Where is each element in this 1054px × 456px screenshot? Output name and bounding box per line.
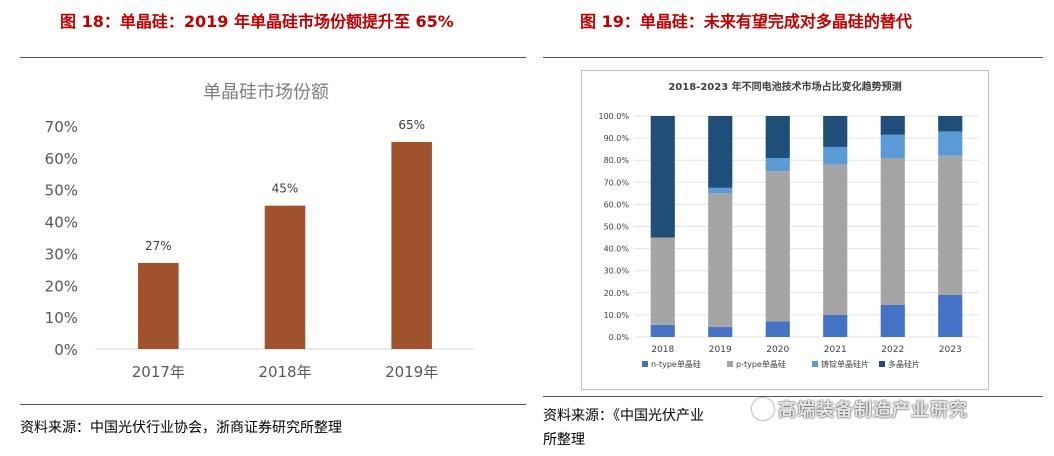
chart2-legend-label: 多晶硅片 xyxy=(888,359,920,369)
chart2-x-tick-label: 2019 xyxy=(709,345,732,355)
figure-19-title: 图 19：单晶硅：未来有望完成对多晶硅的替代 xyxy=(580,12,912,31)
chart2-x-tick-label: 2023 xyxy=(939,345,962,355)
chart1-bar xyxy=(264,205,306,349)
right-source-line-1: 资料来源：《中国光伏产业 xyxy=(543,408,704,424)
chart2-legend-swatch xyxy=(879,361,885,367)
chart1-y-tick-label: 0% xyxy=(54,341,78,359)
chart1-y-tick-label: 40% xyxy=(45,214,78,232)
chart2-x-tick-label: 2022 xyxy=(881,345,904,355)
chart2-bar-segment xyxy=(765,157,790,172)
technology-share-chart: 2018-2023 年不同电池技术市场占比变化趋势预测 0.0% 10.0% 20.0… xyxy=(598,80,979,369)
chart1-y-tick-label: 60% xyxy=(45,150,78,168)
chart2-bar-segment xyxy=(823,116,848,147)
chart1-data-label: 45% xyxy=(272,182,299,196)
chart2-bar-segment xyxy=(765,171,790,322)
chart1-data-label: 27% xyxy=(145,239,172,253)
chart1-y-tick-label: 20% xyxy=(45,277,78,295)
chart1-data-label: 65% xyxy=(398,118,425,132)
right-source-note: 资料来源：《中国光伏产业 所整理 xyxy=(543,404,704,452)
chart1-x-tick-label: 2017年 xyxy=(132,363,185,381)
chart2-bar-segment xyxy=(708,193,733,328)
chart2-bar-segment xyxy=(880,304,905,337)
chart2-legend-label: p-type单晶硅 xyxy=(736,359,786,369)
chart2-bar-segment xyxy=(708,187,733,194)
chart2-bar-segment xyxy=(823,314,848,337)
chart2-bar-segment xyxy=(880,157,905,305)
chart2-y-tick-label: 70.0% xyxy=(604,178,630,187)
chart2-bar-segment xyxy=(938,155,963,296)
chart2-y-tick-label: 100.0% xyxy=(598,112,629,121)
chart2-y-tick-label: 90.0% xyxy=(604,134,630,143)
market-share-chart: 单晶硅市场份额 0% 10% 20% 30% 40% 50% 60% 70% 27% 2017年 45… xyxy=(45,82,475,381)
chart1-bar xyxy=(138,262,179,349)
chart2-bar-segment xyxy=(880,134,905,158)
chart1-y-tick-label: 50% xyxy=(45,182,78,200)
chart2-y-tick-label: 40.0% xyxy=(604,245,630,254)
chart2-bar-segment xyxy=(650,237,675,325)
chart1-y-tick-label: 70% xyxy=(45,118,78,136)
chart2-legend-label: 铸锭单晶硅片 xyxy=(821,359,869,369)
chart2-bar-segment xyxy=(938,295,963,337)
right-bottom-rule xyxy=(543,396,1043,397)
chart2-bar-segment xyxy=(880,116,905,135)
chart2-bar-segment xyxy=(823,164,848,315)
chart2-y-tick-label: 80.0% xyxy=(604,156,630,165)
left-source-note: 资料来源：中国光伏行业协会，浙商证券研究所整理 xyxy=(20,420,342,436)
chart2-y-tick-label: 50.0% xyxy=(604,223,630,232)
left-top-rule xyxy=(20,57,526,58)
chart1-title: 单晶硅市场份额 xyxy=(203,82,329,103)
chart2-bar-segment xyxy=(708,116,733,188)
chart2-legend-swatch xyxy=(642,361,648,367)
chart2-y-tick-label: 20.0% xyxy=(604,289,630,298)
chart2-title: 2018-2023 年不同电池技术市场占比变化趋势预测 xyxy=(668,80,901,93)
chart2-bar-segment xyxy=(938,116,963,132)
chart2-bar-segment xyxy=(938,131,963,156)
chart2-bar-segment xyxy=(765,321,790,337)
chart1-bar xyxy=(391,141,432,349)
chart2-legend-swatch xyxy=(812,361,818,367)
chart2-y-tick-label: 60.0% xyxy=(604,200,630,209)
chart2-x-tick-label: 2020 xyxy=(766,345,789,355)
chart1-x-tick-label: 2018年 xyxy=(258,363,311,381)
right-source-line-2: 所整理 xyxy=(543,432,585,448)
chart2-x-tick-label: 2021 xyxy=(824,345,847,355)
watermark: 高端装备制造产业研究 xyxy=(752,396,968,422)
chart2-legend-swatch xyxy=(727,361,733,367)
chart2-bar-segment xyxy=(650,324,675,337)
chart2-y-tick-label: 10.0% xyxy=(604,311,630,320)
chart2-y-tick-label: 0.0% xyxy=(609,333,630,342)
chart2-bar-segment xyxy=(650,116,675,238)
figure-18-title: 图 18：单晶硅：2019 年单晶硅市场份额提升至 65% xyxy=(60,12,454,31)
left-bottom-rule xyxy=(20,404,526,405)
chart2-x-tick-label: 2018 xyxy=(651,345,674,355)
chart2-bar-segment xyxy=(708,327,733,337)
right-top-rule xyxy=(543,57,1043,58)
chart2-bar-segment xyxy=(765,116,790,158)
watermark-text: 高端装备制造产业研究 xyxy=(778,400,968,421)
chart1-y-tick-label: 10% xyxy=(45,309,78,327)
chart2-bar-segment xyxy=(823,146,848,165)
wechat-logo-icon xyxy=(752,398,774,420)
chart1-y-tick-label: 30% xyxy=(45,245,78,263)
chart2-legend-label: n-type单晶硅 xyxy=(651,359,701,369)
chart1-x-tick-label: 2019年 xyxy=(385,363,438,381)
chart2-y-tick-label: 30.0% xyxy=(604,267,630,276)
